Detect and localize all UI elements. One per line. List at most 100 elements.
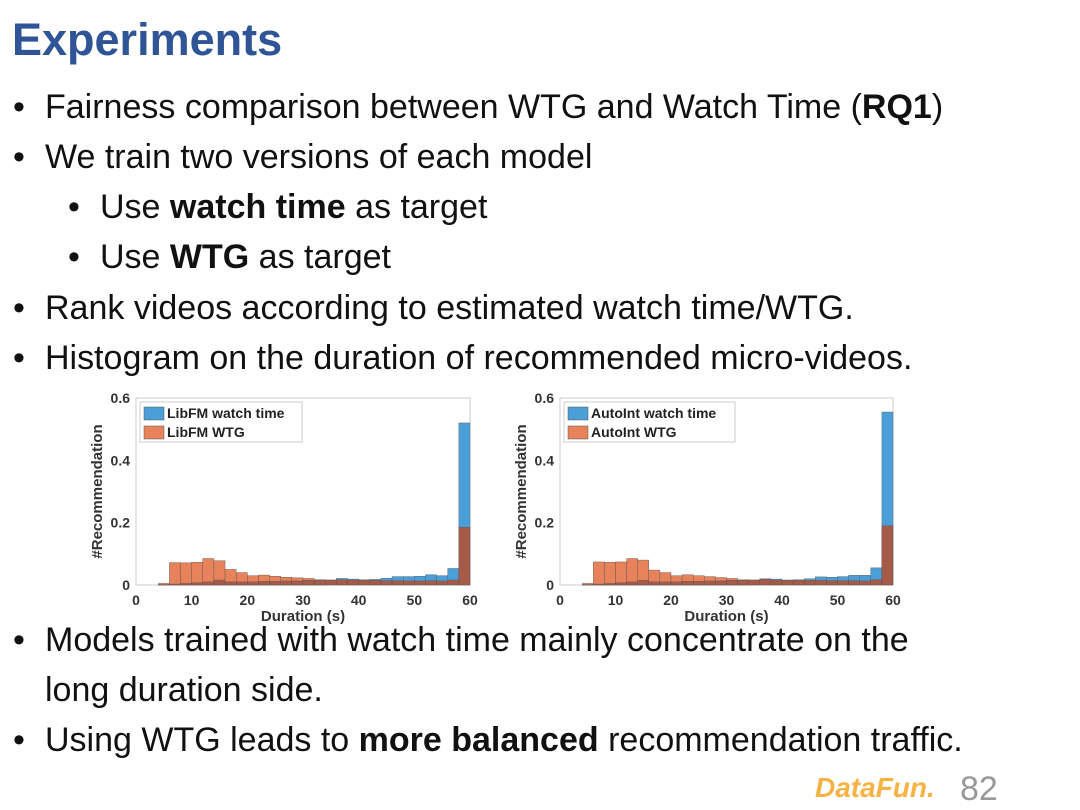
x-tick-label: 20 (663, 592, 679, 608)
bar-wtg (792, 580, 805, 586)
bar-wtg (347, 579, 359, 586)
legend-swatch (567, 406, 589, 421)
x-tick-label: 60 (462, 592, 478, 608)
chart-1: 0 10 20 30 40 50 60 0 0.2 0.4 0.6 Duration (s) #Reco… (513, 390, 901, 625)
legend (139, 401, 303, 443)
bar-overlap (626, 581, 638, 586)
bar-wtg (325, 579, 337, 586)
bullet-text: Use (100, 238, 170, 276)
bullet-text: recommendation traffic. (598, 721, 963, 759)
bar-wtg (369, 580, 382, 586)
bar-overlap (693, 581, 705, 586)
x-tick-label: 60 (885, 592, 901, 608)
legend (563, 401, 736, 443)
bar-overlap (202, 581, 215, 586)
y-tick-label: 0.2 (111, 515, 131, 531)
bar-wtg (626, 558, 638, 586)
bullet-text: long duration side. (45, 671, 323, 709)
bar-overlap (681, 581, 694, 586)
bullet-item: • Models trained with watch time mainly c… (13, 621, 909, 660)
y-axis-label: #Recommendation (89, 424, 106, 558)
bullet-icon: • (13, 339, 25, 377)
bar-overlap (659, 581, 672, 586)
bar-overlap (169, 583, 181, 586)
bar-wtg (859, 580, 872, 586)
y-tick-label: 0.6 (535, 390, 555, 406)
bar-wtg (848, 580, 860, 586)
y-tick-label: 0 (546, 577, 554, 593)
x-tick-label: 0 (132, 592, 140, 608)
bullet-text: RQ1 (861, 88, 932, 126)
bar-overlap (180, 583, 192, 586)
bar-wtg (593, 561, 605, 586)
bar-wtg (180, 562, 192, 586)
x-tick-label: 10 (608, 592, 624, 608)
datafun-logo: DataFun. (815, 772, 935, 803)
bullet-item: • Use WTG as target (68, 238, 391, 277)
legend-label: LibFM WTG (167, 424, 245, 440)
bar-overlap (280, 580, 293, 586)
bar-overlap (604, 583, 616, 586)
bullet-item: long duration side. (45, 671, 323, 710)
bar-wtg (781, 580, 794, 586)
bar-wtg (191, 562, 204, 586)
x-tick-label: 40 (774, 592, 790, 608)
legend-swatch (143, 425, 165, 440)
x-tick-label: 40 (351, 592, 367, 608)
chart-0: 0 10 20 30 40 50 60 0 0.2 0.4 0.6 Duration (s) #Reco… (89, 390, 478, 625)
bullet-item: • We train two versions of each model (13, 138, 592, 177)
x-axis-label: Duration (s) (261, 608, 345, 625)
bar-wtg (391, 580, 404, 586)
x-tick-label: 20 (240, 592, 256, 608)
bar-wtg (380, 580, 393, 586)
bar-wtg (826, 580, 838, 586)
bar-wtg (881, 525, 894, 586)
bar-overlap (269, 581, 281, 586)
bar-overlap (213, 579, 226, 586)
bar-overlap (704, 580, 716, 586)
x-tick-label: 10 (184, 592, 200, 608)
bar-wtg (425, 580, 437, 586)
x-axis-label: Duration (s) (684, 608, 768, 625)
bar-overlap (291, 580, 304, 586)
bullet-icon: • (13, 721, 25, 759)
bar-wtg (403, 580, 415, 586)
bullet-text: as target (345, 188, 488, 226)
bullet-text: Fairness comparison between WTG and Watc… (45, 88, 862, 126)
legend-label: AutoInt WTG (591, 424, 677, 440)
bullet-text: watch time (169, 188, 346, 226)
bullet-icon: • (68, 188, 80, 226)
legend-swatch (567, 425, 589, 440)
slide-title: Experiments (12, 14, 283, 65)
bar-overlap (224, 581, 237, 586)
bar-overlap (670, 581, 683, 586)
bar-wtg (837, 580, 849, 586)
y-tick-label: 0.4 (535, 452, 555, 468)
bar-overlap (191, 582, 204, 586)
bullet-text: ) (931, 88, 944, 126)
bar-overlap (648, 581, 661, 586)
bullet-text: WTG (169, 238, 250, 276)
bar-wtg (615, 561, 627, 586)
bullet-item: • Rank videos according to estimated watc… (13, 289, 854, 328)
bar-wtg (770, 579, 783, 586)
bullet-item: • Histogram on the duration of recommende… (13, 339, 912, 378)
y-axis-label: #Recommendation (513, 424, 530, 558)
bullet-text: as target (249, 238, 391, 276)
bar-overlap (637, 580, 650, 586)
bullet-item: • Use watch time as target (68, 188, 488, 227)
x-tick-label: 30 (719, 592, 735, 608)
bullet-text: Rank videos according to estimated watch… (45, 289, 854, 327)
bar-overlap (737, 580, 749, 586)
bar-wtg (604, 562, 616, 586)
bar-wtg (202, 558, 215, 586)
legend-label: AutoInt watch time (591, 405, 716, 421)
bar-wtg (870, 579, 883, 586)
bar-overlap (258, 581, 270, 586)
bar-wtg (169, 562, 181, 586)
bar-overlap (313, 579, 326, 586)
page-number: 82 (960, 770, 998, 808)
bullet-icon: • (13, 138, 25, 176)
bar-wtg (358, 580, 370, 586)
